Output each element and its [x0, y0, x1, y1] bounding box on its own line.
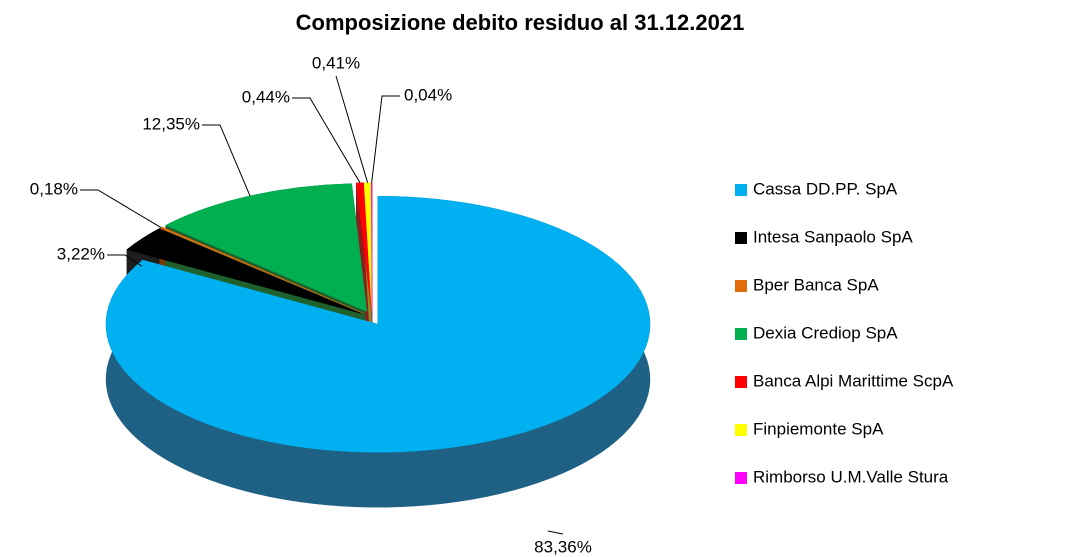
pie-tops — [105, 182, 651, 453]
leader-line — [292, 97, 361, 184]
leader-line — [80, 189, 162, 228]
legend-swatch — [735, 472, 747, 484]
legend-label: Rimborso U.M.Valle Stura — [753, 467, 949, 486]
leader-line — [107, 254, 143, 267]
leader-line — [335, 75, 369, 183]
leader-line — [547, 530, 564, 535]
legend-label: Dexia Crediop SpA — [753, 323, 898, 342]
data-label: 0,44% — [242, 87, 290, 106]
legend-swatch — [735, 424, 747, 436]
legend-label: Finpiemonte SpA — [753, 419, 884, 438]
legend-label: Cassa DD.PP. SpA — [753, 179, 898, 198]
data-label: 3,22% — [57, 244, 105, 263]
slice — [165, 183, 368, 312]
legend-swatch — [735, 280, 747, 292]
chart-title: Composizione debito residuo al 31.12.202… — [296, 10, 745, 35]
legend: Cassa DD.PP. SpA Intesa Sanpaolo SpA Bper … — [735, 179, 954, 486]
leader-line — [202, 124, 251, 197]
slice — [126, 228, 363, 315]
legend-swatch — [735, 328, 747, 340]
data-label: 12,35% — [142, 114, 200, 133]
legend-label: Banca Alpi Marittime ScpA — [753, 371, 954, 390]
legend-label: Bper Banca SpA — [753, 275, 879, 294]
leader-line — [371, 95, 400, 183]
data-label: 0,04% — [404, 85, 452, 104]
data-label: 83,36% — [534, 537, 592, 556]
data-label: 0,18% — [30, 179, 78, 198]
data-labels: 83,36% 3,22% 0,18% 12,35% 0,44% 0,41% 0,04% — [30, 53, 592, 556]
legend-label: Intesa Sanpaolo SpA — [753, 227, 913, 246]
data-label: 0,41% — [312, 53, 360, 72]
legend-swatch — [735, 232, 747, 244]
slice — [105, 195, 651, 453]
legend-swatch — [735, 184, 747, 196]
legend-swatch — [735, 376, 747, 388]
slice — [356, 182, 372, 311]
